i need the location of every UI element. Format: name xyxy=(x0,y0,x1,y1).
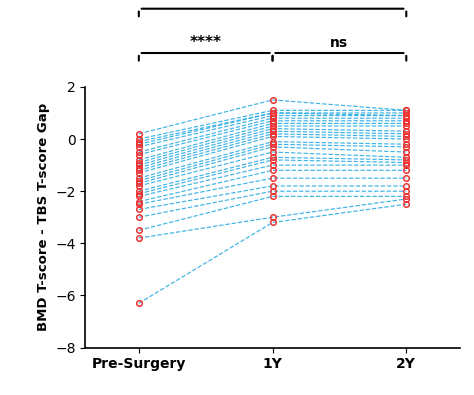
Text: ****: **** xyxy=(256,0,289,6)
Text: ns: ns xyxy=(330,36,348,51)
Y-axis label: BMD T-score - TBS T-score Gap: BMD T-score - TBS T-score Gap xyxy=(36,103,50,331)
Text: ****: **** xyxy=(190,36,222,51)
